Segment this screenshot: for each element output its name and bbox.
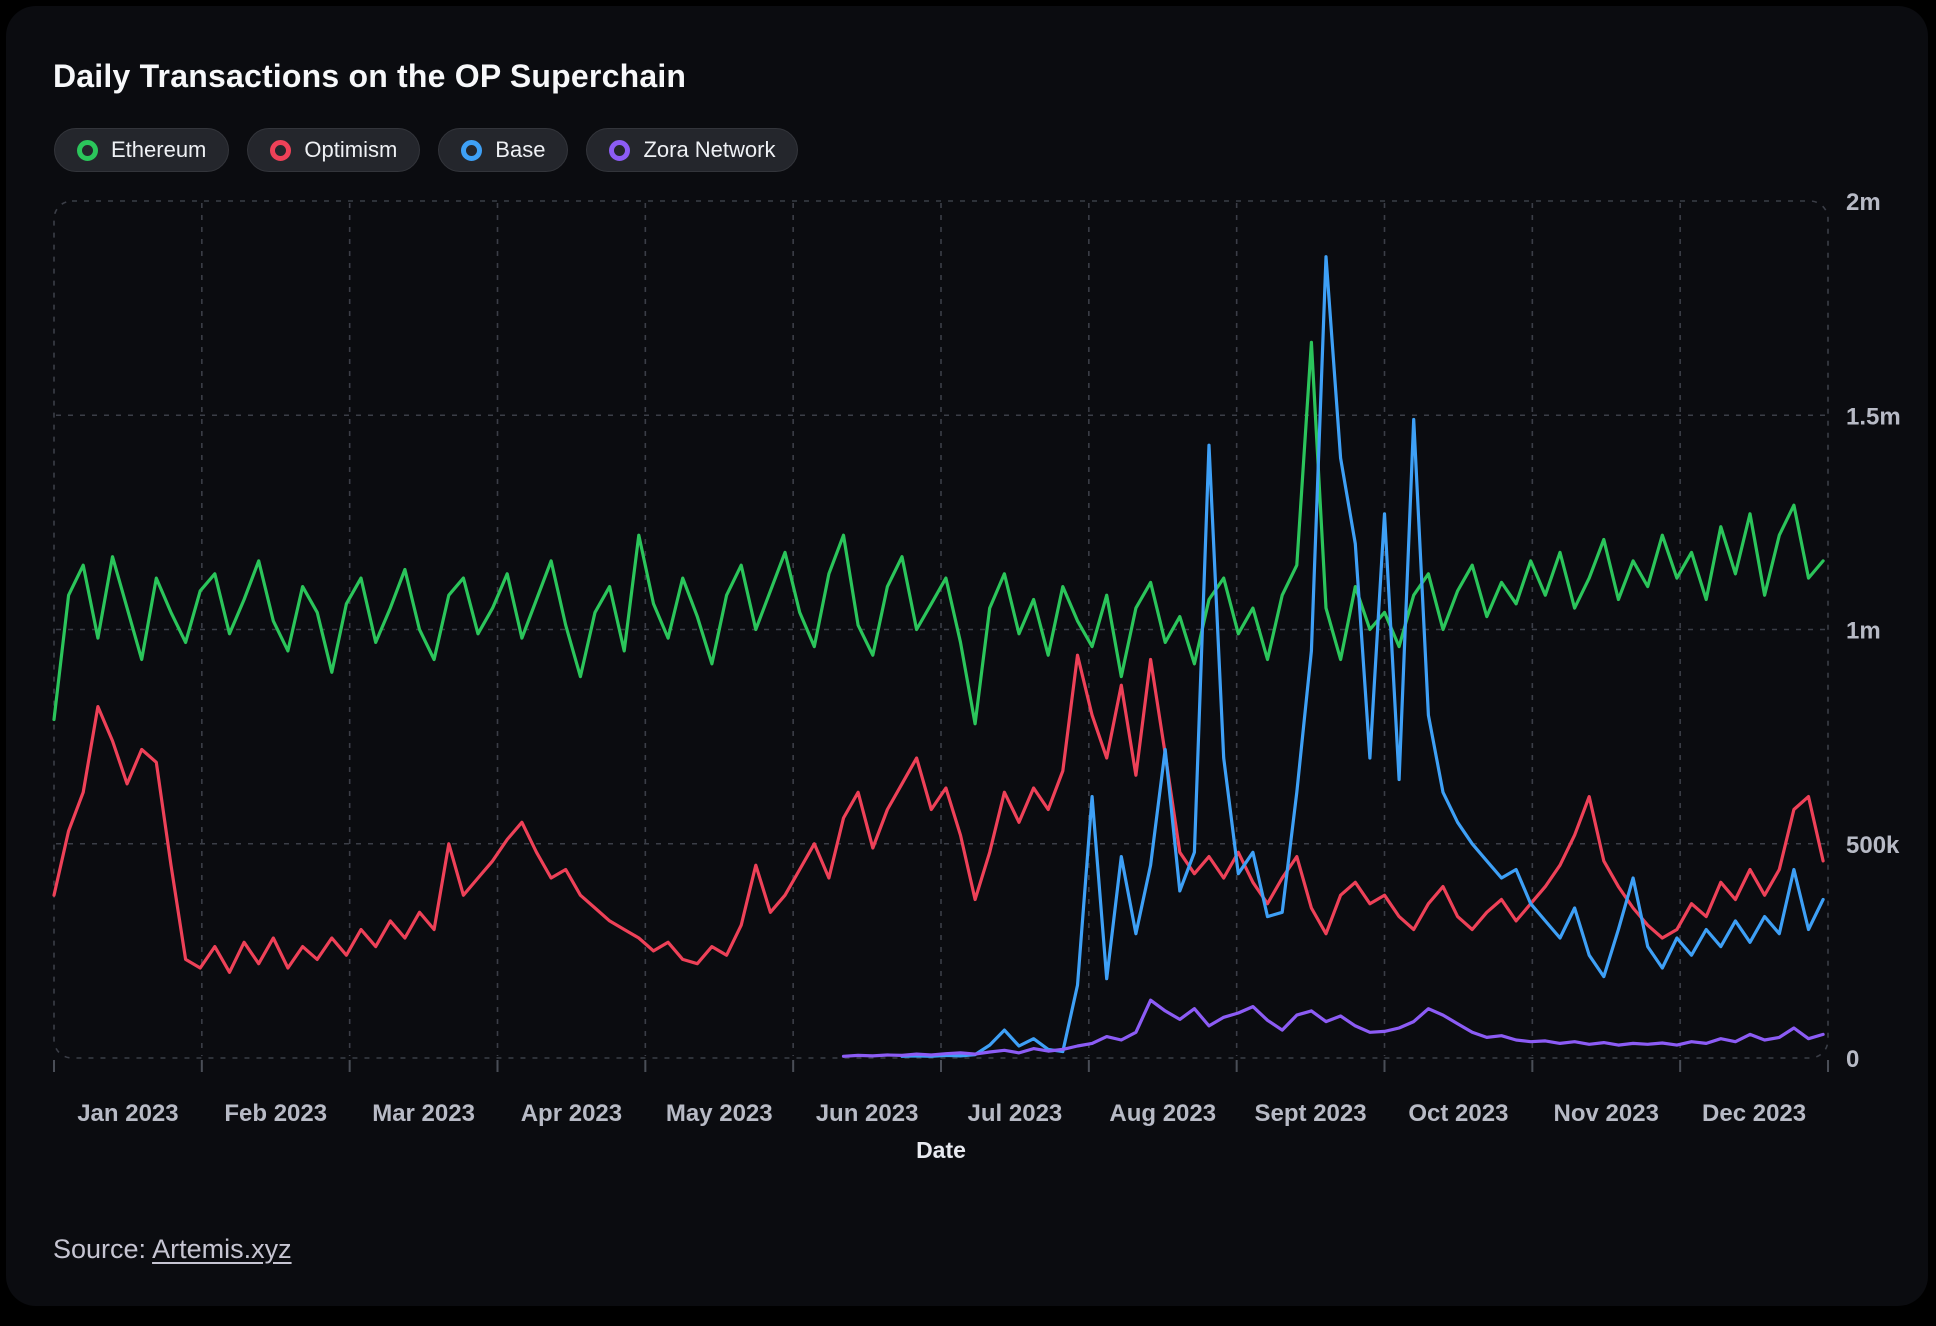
legend: Ethereum Optimism Base Zora Network <box>54 128 799 172</box>
chart-card: Daily Transactions on the OP Superchain … <box>6 6 1928 1306</box>
x-tick-label: Jan 2023 <box>77 1100 178 1127</box>
y-tick-label: 1.5m <box>1846 403 1901 430</box>
series-line-ethereum <box>52 340 1825 726</box>
series-line-zora-network <box>841 998 1825 1058</box>
source-label: Source: <box>53 1234 153 1264</box>
x-tick-label: Nov 2023 <box>1554 1100 1659 1127</box>
x-tick-label: Sept 2023 <box>1255 1100 1367 1127</box>
zora-network-ring-icon <box>609 139 631 161</box>
y-tick-label: 0 <box>1846 1046 1859 1073</box>
y-tick-label: 2m <box>1846 189 1881 216</box>
base-ring-icon <box>461 139 483 161</box>
x-axis-title: Date <box>916 1137 966 1163</box>
x-tick-label: Oct 2023 <box>1408 1100 1508 1127</box>
x-tick-label: Jul 2023 <box>968 1100 1063 1127</box>
x-tick-label: Mar 2023 <box>372 1100 475 1127</box>
plot-border <box>53 200 1829 1059</box>
optimism-ring-icon <box>270 139 292 161</box>
legend-label: Zora Network <box>643 137 776 162</box>
chart-svg: 0 500k 1m 1.5m 2m Jan 2023 Feb 2023 Mar 2023 Apr… <box>52 189 1901 1163</box>
y-tick-label: 1m <box>1846 618 1881 645</box>
ethereum-ring-icon <box>77 139 98 161</box>
x-tick-label: Apr 2023 <box>521 1100 622 1127</box>
series-line-base <box>900 255 1825 1058</box>
x-tick-label: Jun 2023 <box>816 1100 919 1127</box>
x-tick-label: Dec 2023 <box>1702 1100 1806 1127</box>
y-tick-label: 500k <box>1846 832 1900 859</box>
source-link[interactable]: Artemis.xyz <box>152 1234 292 1264</box>
legend-pill-base[interactable]: Base <box>438 128 569 172</box>
source-line: Source: Artemis.xyz <box>53 1234 292 1265</box>
legend-pill-optimism[interactable]: Optimism <box>247 128 421 172</box>
legend-pill-ethereum[interactable]: Ethereum <box>54 128 230 172</box>
chart-title: Daily Transactions on the OP Superchain <box>53 58 687 94</box>
series-line-optimism <box>52 653 1825 974</box>
x-tick-label: May 2023 <box>666 1100 773 1127</box>
legend-label: Base <box>495 137 546 162</box>
legend-label: Ethereum <box>111 137 207 162</box>
x-tick-label: Feb 2023 <box>224 1100 327 1127</box>
legend-label: Optimism <box>304 137 398 162</box>
legend-pill-zora-network[interactable]: Zora Network <box>586 128 799 172</box>
x-tick-label: Aug 2023 <box>1109 1100 1216 1127</box>
